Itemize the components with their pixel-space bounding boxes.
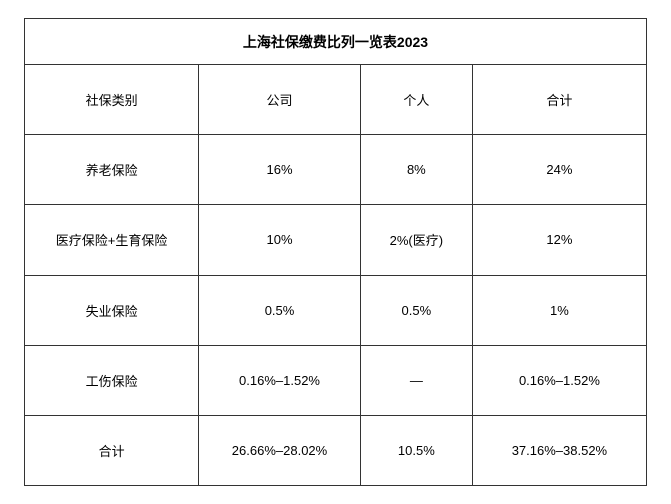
cell-individual: 8%	[360, 135, 472, 205]
cell-category: 合计	[25, 415, 199, 485]
cell-company: 10%	[199, 205, 361, 275]
cell-category: 医疗保险+生育保险	[25, 205, 199, 275]
table-row: 合计 26.66%–28.02% 10.5% 37.16%–38.52%	[25, 415, 647, 485]
cell-total: 12%	[472, 205, 646, 275]
cell-company: 0.5%	[199, 275, 361, 345]
col-header-individual: 个人	[360, 65, 472, 135]
cell-total: 0.16%–1.52%	[472, 345, 646, 415]
cell-total: 1%	[472, 275, 646, 345]
insurance-rate-table: 上海社保缴费比列一览表2023 社保类别 公司 个人 合计 养老保险 16% 8…	[24, 18, 647, 486]
table-title: 上海社保缴费比列一览表2023	[25, 19, 647, 65]
cell-individual: 0.5%	[360, 275, 472, 345]
cell-company: 0.16%–1.52%	[199, 345, 361, 415]
table-row: 失业保险 0.5% 0.5% 1%	[25, 275, 647, 345]
table-header-row: 社保类别 公司 个人 合计	[25, 65, 647, 135]
cell-company: 16%	[199, 135, 361, 205]
cell-total: 24%	[472, 135, 646, 205]
col-header-company: 公司	[199, 65, 361, 135]
col-header-total: 合计	[472, 65, 646, 135]
cell-individual: —	[360, 345, 472, 415]
cell-individual: 10.5%	[360, 415, 472, 485]
col-header-category: 社保类别	[25, 65, 199, 135]
cell-total: 37.16%–38.52%	[472, 415, 646, 485]
cell-category: 养老保险	[25, 135, 199, 205]
cell-category: 工伤保险	[25, 345, 199, 415]
table-row: 医疗保险+生育保险 10% 2%(医疗) 12%	[25, 205, 647, 275]
table-title-row: 上海社保缴费比列一览表2023	[25, 19, 647, 65]
cell-individual: 2%(医疗)	[360, 205, 472, 275]
cell-company: 26.66%–28.02%	[199, 415, 361, 485]
table-row: 养老保险 16% 8% 24%	[25, 135, 647, 205]
cell-category: 失业保险	[25, 275, 199, 345]
table-row: 工伤保险 0.16%–1.52% — 0.16%–1.52%	[25, 345, 647, 415]
